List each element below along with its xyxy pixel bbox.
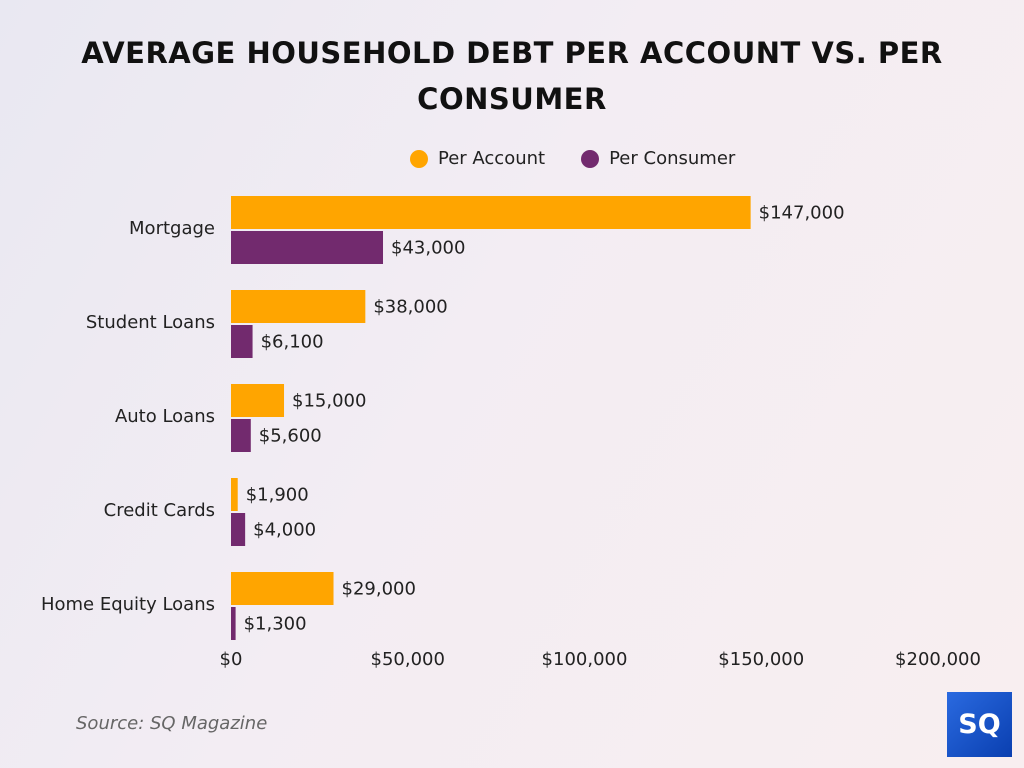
data-label: $1,900 — [246, 485, 309, 506]
x-tick-label: $50,000 — [371, 649, 445, 670]
category-label: Credit Cards — [104, 500, 215, 521]
x-tick-label: $100,000 — [542, 649, 628, 670]
x-tick-label: $0 — [220, 649, 243, 670]
data-label: $15,000 — [292, 391, 366, 412]
x-tick-label: $200,000 — [895, 649, 981, 670]
legend-label: Per Consumer — [609, 148, 736, 169]
legend-label: Per Account — [438, 148, 546, 169]
bar-per-consumer — [231, 513, 246, 546]
chart-title: AVERAGE HOUSEHOLD DEBT PER ACCOUNT VS. P… — [81, 36, 943, 116]
x-tick-label: $150,000 — [718, 649, 804, 670]
legend-swatch — [410, 149, 428, 168]
source-note: Source: SQ Magazine — [76, 713, 268, 734]
logo-text: SQ — [958, 709, 1001, 740]
category-label: Mortgage — [129, 218, 215, 239]
legend-item-per-consumer: Per Consumer — [581, 148, 735, 169]
bar-per-account — [231, 290, 366, 323]
data-label: $5,600 — [259, 426, 322, 447]
category-label: Student Loans — [86, 312, 215, 333]
category-label: Home Equity Loans — [41, 594, 215, 615]
data-label: $147,000 — [759, 203, 845, 224]
data-label: $6,100 — [261, 332, 324, 353]
bar-per-account — [231, 478, 238, 511]
legend: Per Account Per Consumer — [410, 148, 735, 169]
data-label: $4,000 — [253, 520, 316, 541]
bar-per-consumer — [231, 419, 251, 452]
legend-swatch — [581, 149, 600, 168]
sq-logo: SQ — [947, 692, 1012, 757]
category-label: Auto Loans — [115, 406, 215, 427]
bar-per-account — [231, 384, 285, 417]
bar-per-consumer — [231, 607, 236, 640]
data-label: $38,000 — [373, 297, 447, 318]
bar-per-account — [231, 572, 334, 605]
bar-per-consumer — [231, 325, 253, 358]
bar-per-consumer — [231, 231, 384, 264]
bar-per-account — [231, 196, 751, 229]
data-label: $1,300 — [244, 614, 307, 635]
legend-item-per-account: Per Account — [410, 148, 545, 169]
data-label: $43,000 — [391, 238, 465, 259]
data-label: $29,000 — [342, 579, 416, 600]
